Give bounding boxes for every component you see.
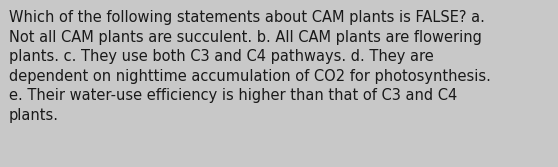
Text: Which of the following statements about CAM plants is FALSE? a.
Not all CAM plan: Which of the following statements about … [9,10,491,123]
